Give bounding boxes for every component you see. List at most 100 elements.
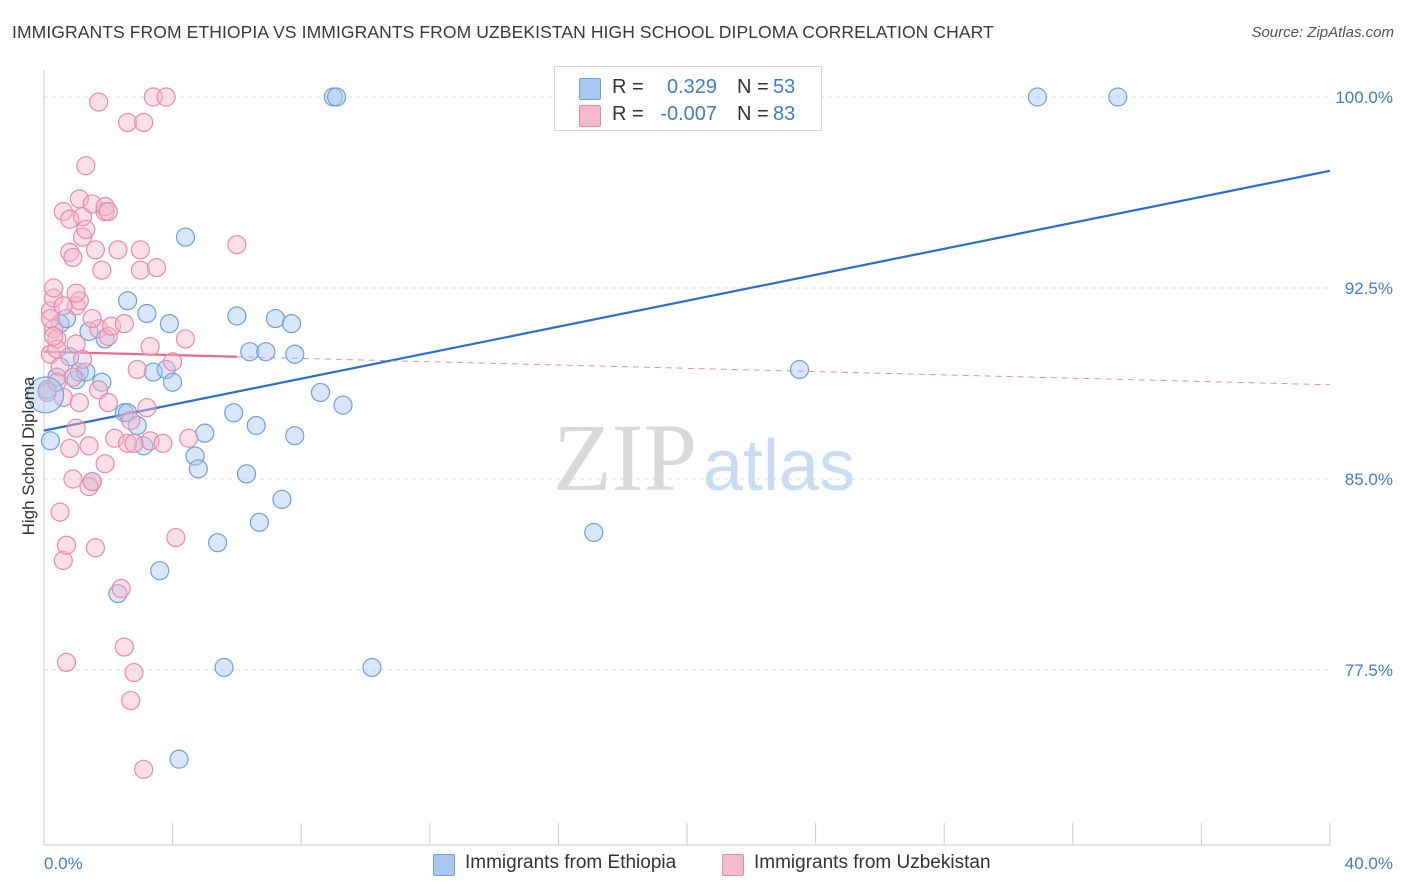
point-ethiopia [163, 372, 183, 392]
watermark-zip: ZIP [553, 404, 697, 511]
point-uzbekistan [117, 112, 138, 133]
point-uzbekistan [108, 240, 128, 260]
point-uzbekistan [89, 92, 109, 112]
point-ethiopia [236, 464, 257, 484]
point-uzbekistan [76, 219, 96, 240]
point-ethiopia [285, 344, 305, 364]
legend-n-value: 83 [773, 103, 796, 125]
series-legend: Immigrants from Ethiopia Immigrants from… [0, 852, 1406, 878]
point-uzbekistan [95, 196, 115, 217]
watermark-atlas: atlas [703, 426, 855, 506]
point-ethiopia [69, 362, 89, 382]
point-uzbekistan [63, 367, 83, 387]
point-uzbekistan [72, 207, 93, 227]
point-uzbekistan [163, 352, 183, 372]
point-uzbekistan [114, 314, 134, 334]
trend-line-uzbekistan-extension [236, 356, 1331, 386]
point-uzbekistan [56, 535, 77, 555]
point-uzbekistan [124, 433, 144, 453]
point-uzbekistan [166, 527, 186, 548]
legend-r-value: 0.329 [666, 76, 717, 98]
x-tick-label: 40.0% [1345, 854, 1393, 873]
point-uzbekistan [72, 349, 93, 369]
point-uzbekistan [134, 759, 154, 779]
legend-swatch-ethiopia [579, 78, 601, 100]
point-uzbekistan [44, 288, 64, 308]
y-tick-label: 77.5% [1345, 661, 1393, 680]
point-ethiopia [224, 403, 244, 423]
point-uzbekistan [69, 393, 89, 413]
legend-n-label: N = [737, 103, 769, 125]
point-uzbekistan [63, 247, 83, 268]
point-uzbekistan [44, 278, 64, 298]
legend-r-value: -0.007 [660, 103, 717, 125]
point-uzbekistan [82, 308, 102, 329]
y-tick-label: 100.0% [1335, 88, 1393, 107]
point-uzbekistan [98, 393, 118, 413]
point-uzbekistan [121, 410, 141, 431]
point-uzbekistan [53, 550, 73, 571]
point-uzbekistan [60, 242, 80, 262]
point-uzbekistan [127, 359, 147, 380]
x-tick-label: 0.0% [44, 854, 83, 873]
point-uzbekistan [124, 662, 144, 683]
point-uzbekistan [130, 260, 151, 280]
point-ethiopia [362, 657, 382, 678]
point-ethiopia [310, 382, 331, 403]
point-uzbekistan [179, 428, 199, 448]
chart-title: IMMIGRANTS FROM ETHIOPIA VS IMMIGRANTS F… [12, 22, 994, 42]
point-uzbekistan [156, 87, 176, 107]
point-uzbekistan [50, 502, 70, 522]
point-uzbekistan [134, 112, 154, 133]
point-uzbekistan [76, 156, 96, 176]
point-uzbekistan [85, 538, 106, 558]
point-ethiopia [137, 303, 157, 324]
point-uzbekistan [44, 326, 64, 346]
point-ethiopia [246, 415, 266, 436]
point-uzbekistan [137, 398, 157, 418]
correlation-legend: R = 0.329 N = 53 R = -0.007 N = 83 [554, 66, 822, 131]
legend-r-label: R = [612, 76, 644, 98]
point-uzbekistan [66, 283, 86, 303]
series-label-uzbekistan: Immigrants from Uzbekistan [754, 852, 991, 873]
point-uzbekistan [153, 433, 173, 453]
point-ethiopia [272, 489, 292, 509]
point-ethiopia [265, 308, 286, 329]
point-ethiopia [789, 359, 810, 380]
axes [43, 70, 1331, 846]
point-uzbekistan [66, 418, 86, 438]
point-uzbekistan [117, 433, 138, 453]
point-uzbekistan [50, 357, 70, 377]
x-tick-labels: 0.0% 40.0% [44, 854, 1393, 873]
point-ethiopia [227, 306, 247, 326]
point-uzbekistan [121, 690, 141, 711]
point-uzbekistan [79, 436, 99, 456]
legend-r-label: R = [612, 103, 644, 125]
data-points [27, 87, 1128, 779]
point-uzbekistan [56, 652, 77, 672]
point-uzbekistan [63, 469, 83, 489]
legend-swatch-uzbekistan [579, 105, 601, 127]
point-uzbekistan [140, 336, 160, 357]
y-tick-labels: 77.5% 85.0% 92.5% 100.0% [1335, 88, 1393, 680]
point-ethiopia [159, 314, 179, 334]
point-uzbekistan [89, 380, 109, 400]
y-tick-label: 92.5% [1345, 279, 1393, 298]
point-uzbekistan [175, 329, 196, 349]
trend-line-ethiopia [43, 169, 1331, 432]
point-ethiopia [333, 395, 353, 415]
point-uzbekistan [130, 240, 151, 260]
point-uzbekistan [82, 471, 102, 492]
point-ethiopia [240, 342, 260, 362]
point-ethiopia [1027, 87, 1048, 107]
point-ethiopia [185, 446, 205, 466]
point-uzbekistan [79, 477, 99, 497]
point-uzbekistan [95, 454, 115, 474]
point-uzbekistan [98, 202, 118, 222]
point-ethiopia [208, 533, 228, 553]
point-ethiopia [281, 314, 302, 334]
point-ethiopia [188, 459, 208, 479]
series-label-ethiopia: Immigrants from Ethiopia [465, 852, 677, 873]
point-uzbekistan [111, 578, 131, 599]
